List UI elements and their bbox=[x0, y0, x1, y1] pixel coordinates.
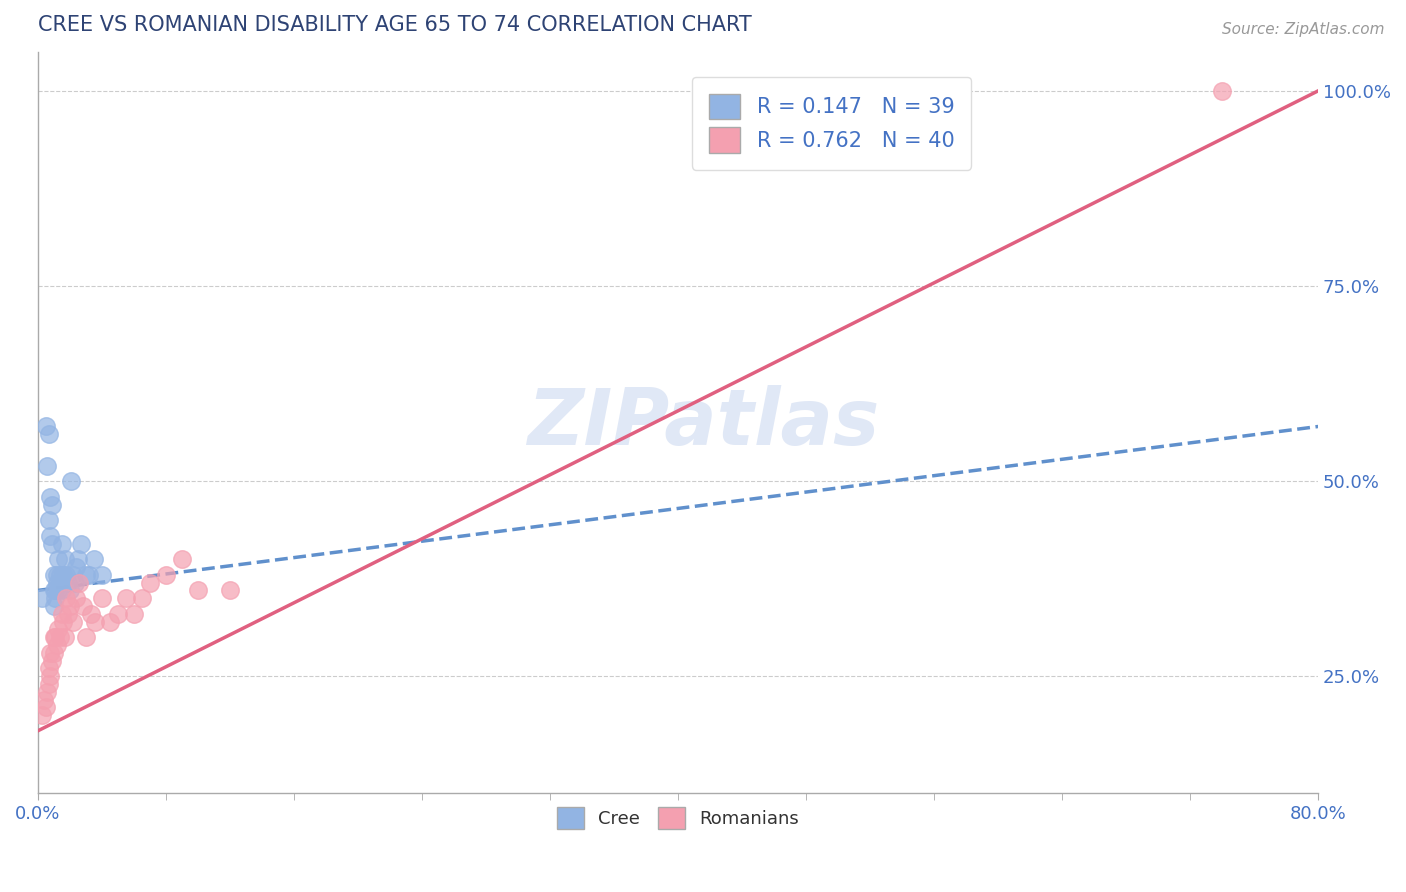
Point bbox=[52, 567, 75, 582]
Text: Source: ZipAtlas.com: Source: ZipAtlas.com bbox=[1222, 22, 1385, 37]
Point bbox=[63, 575, 86, 590]
Point bbox=[65, 560, 87, 574]
Point bbox=[56, 607, 79, 621]
Point bbox=[39, 529, 62, 543]
Point bbox=[34, 419, 56, 434]
Text: ZIPatlas: ZIPatlas bbox=[527, 384, 880, 460]
Point bbox=[187, 583, 209, 598]
Point bbox=[77, 567, 100, 582]
Point bbox=[122, 607, 145, 621]
Point bbox=[44, 583, 66, 598]
Point bbox=[84, 615, 107, 629]
Point bbox=[52, 567, 75, 582]
Point bbox=[39, 646, 62, 660]
Point bbox=[1211, 84, 1233, 98]
Point bbox=[59, 583, 82, 598]
Point bbox=[131, 591, 153, 606]
Point bbox=[98, 615, 121, 629]
Text: CREE VS ROMANIAN DISABILITY AGE 65 TO 74 CORRELATION CHART: CREE VS ROMANIAN DISABILITY AGE 65 TO 74… bbox=[38, 15, 751, 35]
Point bbox=[34, 700, 56, 714]
Point bbox=[45, 638, 67, 652]
Point bbox=[65, 591, 87, 606]
Point bbox=[42, 567, 65, 582]
Point bbox=[83, 552, 105, 566]
Point bbox=[48, 552, 70, 566]
Point bbox=[31, 708, 53, 723]
Point bbox=[38, 513, 60, 527]
Point bbox=[90, 567, 112, 582]
Point bbox=[218, 583, 240, 598]
Point bbox=[107, 607, 129, 621]
Point bbox=[59, 599, 82, 613]
Point bbox=[53, 552, 76, 566]
Point bbox=[66, 552, 89, 566]
Point bbox=[53, 630, 76, 644]
Point bbox=[114, 591, 136, 606]
Point bbox=[41, 498, 63, 512]
Point bbox=[39, 490, 62, 504]
Point bbox=[42, 646, 65, 660]
Point bbox=[170, 552, 193, 566]
Point bbox=[31, 591, 53, 606]
Point bbox=[42, 599, 65, 613]
Point bbox=[42, 630, 65, 644]
Point bbox=[48, 583, 70, 598]
Point bbox=[75, 630, 97, 644]
Point bbox=[45, 567, 67, 582]
Point bbox=[67, 575, 90, 590]
Point bbox=[155, 567, 177, 582]
Point bbox=[39, 669, 62, 683]
Point bbox=[51, 536, 73, 550]
Point bbox=[79, 607, 101, 621]
Point bbox=[49, 630, 72, 644]
Point bbox=[72, 599, 94, 613]
Point bbox=[44, 630, 66, 644]
Point bbox=[49, 575, 72, 590]
Point bbox=[51, 583, 73, 598]
Legend: Cree, Romanians: Cree, Romanians bbox=[550, 800, 807, 836]
Point bbox=[62, 567, 84, 582]
Point bbox=[138, 575, 160, 590]
Point bbox=[44, 591, 66, 606]
Point bbox=[37, 685, 59, 699]
Point bbox=[49, 567, 72, 582]
Point bbox=[37, 458, 59, 473]
Point bbox=[51, 607, 73, 621]
Point bbox=[122, 802, 145, 816]
Point bbox=[32, 692, 55, 706]
Point bbox=[55, 591, 77, 606]
Point bbox=[90, 591, 112, 606]
Point bbox=[42, 583, 65, 598]
Point bbox=[55, 567, 77, 582]
Point bbox=[56, 575, 79, 590]
Point bbox=[60, 474, 83, 488]
Point bbox=[75, 567, 97, 582]
Point bbox=[41, 536, 63, 550]
Point bbox=[62, 615, 84, 629]
Point bbox=[41, 654, 63, 668]
Point bbox=[70, 536, 93, 550]
Point bbox=[48, 623, 70, 637]
Point bbox=[45, 575, 67, 590]
Point bbox=[38, 677, 60, 691]
Point bbox=[38, 427, 60, 442]
Point bbox=[38, 661, 60, 675]
Point bbox=[52, 615, 75, 629]
